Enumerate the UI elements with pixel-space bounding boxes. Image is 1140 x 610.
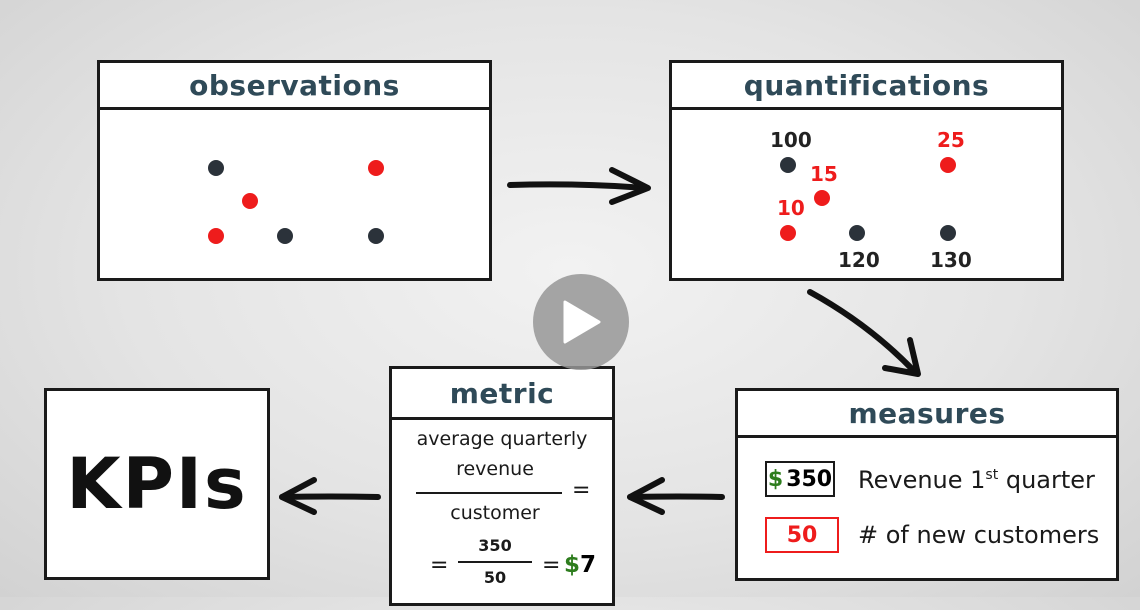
metric-denominator: customer: [450, 502, 540, 524]
metric-result: $7: [564, 552, 597, 578]
frac-num: 350: [478, 536, 512, 555]
customers-value-box: 50: [765, 517, 839, 553]
revenue-value-box: $ 350: [765, 461, 835, 497]
label-15: 15: [810, 162, 838, 186]
observation-dot: [277, 228, 293, 244]
observations-box: observations: [97, 60, 492, 281]
measures-title: measures: [738, 391, 1116, 438]
arrow-left-icon: [627, 493, 725, 500]
observation-dot: [368, 160, 384, 176]
metric-numerator: revenue: [456, 458, 534, 480]
label-10: 10: [777, 196, 805, 220]
arrow-left-icon: [279, 493, 381, 500]
arrow-right-icon: [507, 181, 648, 191]
revenue-label: Revenue 1st quarter: [858, 466, 1095, 494]
kpis-label: KPIs: [66, 443, 248, 525]
observation-dot: [368, 228, 384, 244]
flow-arrows: [279, 167, 921, 515]
observation-dot: [242, 193, 258, 209]
fraction-line: [416, 492, 562, 494]
quant-dot: [814, 190, 830, 206]
customers-value: 50: [786, 522, 818, 548]
metric-eq2: =: [430, 553, 449, 578]
metric-title: metric: [392, 369, 612, 420]
label-120: 120: [838, 248, 880, 272]
revenue-value: 350: [786, 466, 833, 492]
metric-line1: average quarterly: [416, 428, 588, 450]
label-25: 25: [937, 128, 965, 152]
label-100: 100: [770, 128, 812, 152]
fraction-line-2: [458, 561, 532, 563]
metric-box: metric average quarterly revenue = custo…: [389, 366, 615, 606]
measures-box: measures $ 350 Revenue 1st quarter 50 # …: [735, 388, 1119, 581]
customers-label: # of new customers: [858, 521, 1100, 549]
arrow-down-right-icon: [807, 289, 918, 375]
metric-eq1: =: [572, 478, 591, 503]
frac-den: 50: [483, 568, 507, 587]
kpis-box: KPIs: [44, 388, 270, 580]
quant-dot: [940, 225, 956, 241]
metric-eq3: =: [542, 553, 561, 578]
play-button[interactable]: [533, 274, 629, 370]
quantifications-title: quantifications: [672, 63, 1061, 110]
quantifications-box: quantifications 100 25 15 10 120 130: [669, 60, 1064, 281]
quant-dot: [849, 225, 865, 241]
quant-dot: [780, 225, 796, 241]
quant-dot: [780, 157, 796, 173]
observation-dot: [208, 160, 224, 176]
observations-title: observations: [100, 63, 489, 110]
observation-dot: [208, 228, 224, 244]
label-130: 130: [930, 248, 972, 272]
quant-dot: [940, 157, 956, 173]
dollar-sign: $: [767, 466, 784, 492]
play-icon: [563, 300, 601, 344]
